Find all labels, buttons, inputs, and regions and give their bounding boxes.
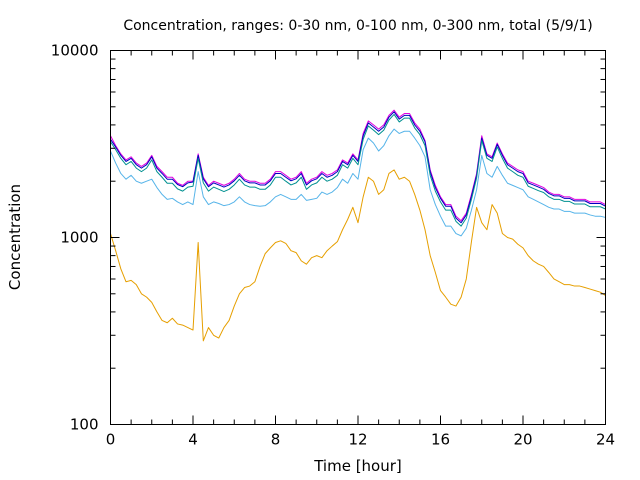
series-layer: [110, 109, 606, 342]
series-line-5: [110, 169, 606, 342]
y-axis-label: Concentration: [6, 184, 24, 290]
ticks-layer: 0 4 8 12 16 20 24 100 1000 10000: [51, 42, 615, 449]
x-tick-label: 0: [106, 431, 116, 449]
x-tick-label: 16: [431, 431, 450, 449]
plot-frame: [110, 50, 606, 425]
series-line-1: [110, 109, 606, 222]
series-line-4: [110, 128, 606, 237]
x-tick-label: 20: [513, 431, 532, 449]
y-tick-label: 1000: [60, 229, 98, 247]
x-axis-label: Time [hour]: [313, 457, 402, 475]
y-tick-label: 10000: [51, 42, 99, 60]
y-tick-label: 100: [70, 416, 99, 434]
x-tick-label: 4: [188, 431, 198, 449]
series-line-3: [110, 113, 606, 227]
x-tick-label: 12: [348, 431, 367, 449]
series-line-2: [110, 111, 606, 224]
x-tick-label: 24: [596, 431, 615, 449]
chart-title: Concentration, ranges: 0-30 nm, 0-100 nm…: [123, 18, 592, 34]
x-tick-label: 8: [271, 431, 281, 449]
